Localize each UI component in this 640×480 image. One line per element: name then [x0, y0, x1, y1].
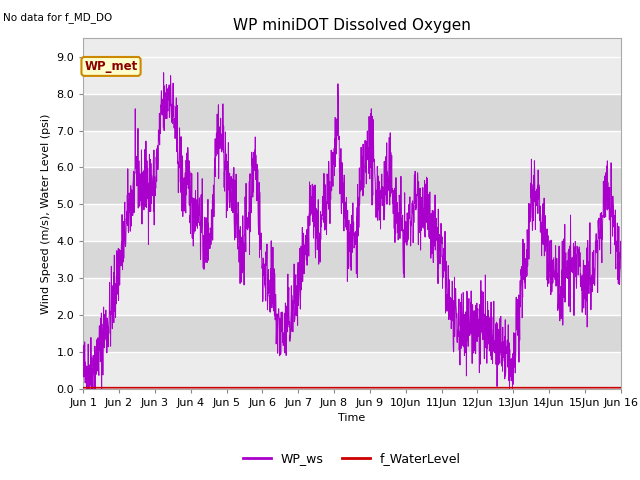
Bar [83, 315, 621, 352]
Bar [83, 352, 621, 389]
Title: WP miniDOT Dissolved Oxygen: WP miniDOT Dissolved Oxygen [233, 18, 471, 33]
Bar [83, 241, 621, 278]
X-axis label: Time: Time [339, 413, 365, 423]
Bar [83, 57, 621, 94]
Bar [83, 94, 621, 131]
Bar [83, 278, 621, 315]
Bar [83, 168, 621, 204]
Y-axis label: Wind Speed (m/s), Water Level (psi): Wind Speed (m/s), Water Level (psi) [41, 113, 51, 314]
Text: WP_met: WP_met [84, 60, 138, 73]
Bar [83, 131, 621, 168]
Bar [83, 204, 621, 241]
Text: No data for f_MD_DO: No data for f_MD_DO [3, 12, 113, 23]
Legend: WP_ws, f_WaterLevel: WP_ws, f_WaterLevel [238, 447, 466, 470]
